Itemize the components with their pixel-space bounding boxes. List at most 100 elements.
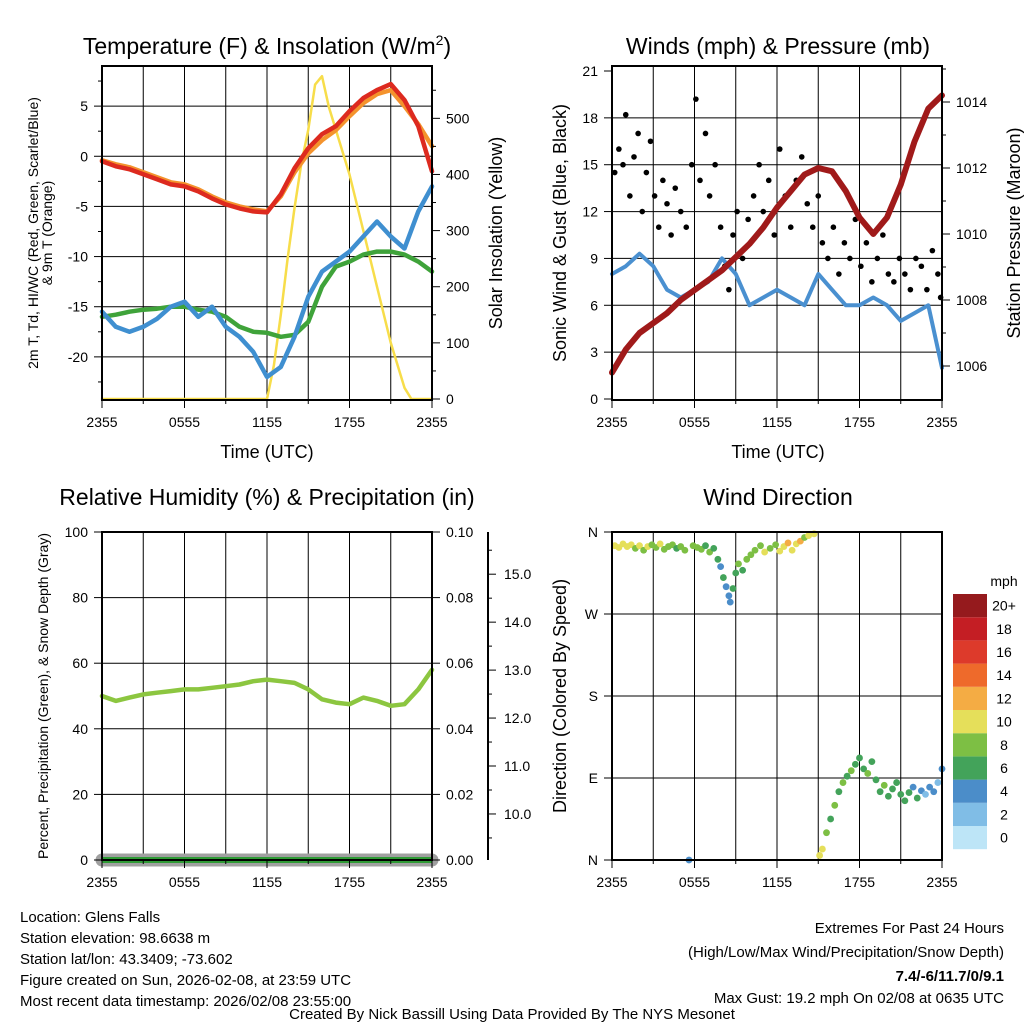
wind-direction-point [710,545,718,552]
credit-text: Created By Nick Bassill Using Data Provi… [289,1006,736,1023]
chart-title: Relative Humidity (%) & Precipitation (i… [59,484,474,510]
y3-tick-label: 10.0 [504,806,531,822]
colorbar-swatch [953,663,987,687]
x-tick-label: 2355 [926,414,957,430]
y-tick-label: 5 [80,98,88,114]
gust-point [809,224,816,230]
gust-point [880,232,886,238]
gust-point [635,130,641,137]
gust-point [760,208,767,215]
max-gust: Max Gust: 19.2 mph On 02/08 at 0635 UTC [714,990,1004,1007]
gust-point [787,224,794,230]
title-text: Temperature (F) & Insolation (W/m [83,33,436,59]
station-info-recent: Most recent data timestamp: 2026/02/08 2… [20,993,351,1010]
y2-axis-label: Station Pressure (Maroon) [1004,127,1024,338]
wind-direction-point [805,532,813,540]
gust-point [929,247,936,254]
solar-insolation-line [100,74,434,401]
wind-direction-point [776,547,784,555]
y2-tick-label: 100 [446,335,470,351]
wind-direction-point [714,555,722,563]
y-axis-label: Percent, Precipitation (Green), & Snow D… [35,533,51,859]
gust-point [836,271,842,277]
gust-point [891,279,897,285]
gust-point [776,146,783,152]
relative-humidity-line [99,667,435,709]
wind-direction-point [656,540,664,548]
x-tick-label: 0555 [679,414,710,430]
gust-point [745,216,751,223]
wind-direction-point [823,829,830,837]
gust-point [655,224,662,230]
colorbar-label: 0 [1000,830,1008,846]
gust-point [935,271,941,277]
extremes-values: 7.4/-6/11.7/0/9.1 [896,968,1004,985]
y2-tick-label: 1014 [956,94,987,110]
y-tick-label: -20 [68,349,88,365]
y-tick-label: 0 [590,391,598,407]
dewpoint-line [99,249,435,340]
gust-point [830,224,837,230]
sonic-wind-line [610,251,944,370]
wind-direction-point [761,548,769,556]
wind-direction-point [725,592,733,600]
y2-tick-label: 1012 [956,160,987,176]
wind-direction-point [747,551,755,559]
temperature-2m-line [99,81,435,215]
colorbar-label: 14 [996,667,1012,683]
wind-direction-point [732,569,740,577]
wind-direction-point [884,792,892,800]
title-superscript: 2 [436,32,444,48]
gust-point [869,279,875,285]
x-tick-label: 2355 [416,414,447,430]
wind-direction-point [788,546,796,554]
y-tick-label: 40 [72,721,88,737]
colorbar-label: 4 [1000,783,1008,799]
x-tick-label: 1155 [252,414,282,430]
gust-point [664,200,670,207]
station-info-location: Location: Glens Falls [20,909,160,926]
wind-direction-point [876,788,884,796]
gust-point [706,193,713,199]
gust-point [902,271,908,277]
footer: Location: Glens Falls Station elevation: … [20,909,1004,1023]
gust-point [907,286,914,293]
gust-point [798,154,805,160]
y-tick-label: 60 [72,655,88,671]
gust-point [874,255,881,262]
wind-direction-point [868,758,876,765]
wind-direction-point [772,541,780,549]
wind-direction-point [860,765,868,773]
gust-point [771,232,778,238]
wind-direction-point [681,546,689,554]
y2-tick-label: 400 [446,166,470,182]
gust-point [627,193,633,199]
wind-direction-panel: N E S W N 2355 0555 1155 1755 2355 Wind Direction D… [550,484,958,890]
y-tick-label: 0 [80,852,88,868]
wind-direction-point [766,545,774,552]
gust-point [841,240,848,246]
gust-point [804,200,811,207]
x-tick-label: 0555 [679,874,710,890]
winds-pressure-panel: 0 3 6 9 12 15 18 21 1006 1008 1010 1012 1014 2355 0555… [550,33,1024,462]
colorbar-label: 20+ [992,598,1016,614]
gust-point [660,177,666,184]
y-tick-label: 18 [582,110,598,126]
y-tick-label: 80 [72,590,88,606]
wind-direction-point [726,598,734,606]
y-tick-label: 21 [582,63,598,79]
wind-direction-point [893,779,901,786]
wind-direction-point [719,574,727,581]
gust-point [620,161,626,168]
x-tick-label: 1155 [252,874,282,890]
gust-point [924,286,930,293]
y2-tick-label: 300 [446,223,470,239]
gust-point [825,255,831,262]
y-tick-label: N [588,524,598,540]
wind-direction-point [751,546,759,554]
wind-direction-point [864,770,872,777]
y-axis-label: Sonic Wind & Gust (Blue, Black) [550,104,570,362]
y-axis-label-line2: & 9m T (Orange) [39,181,55,286]
humidity-precip-panel: 0 20 40 60 80 100 0.00 0.02 0.04 0.06 0.08 0.10 10.0… [35,484,531,890]
wind-direction-point [901,797,909,805]
